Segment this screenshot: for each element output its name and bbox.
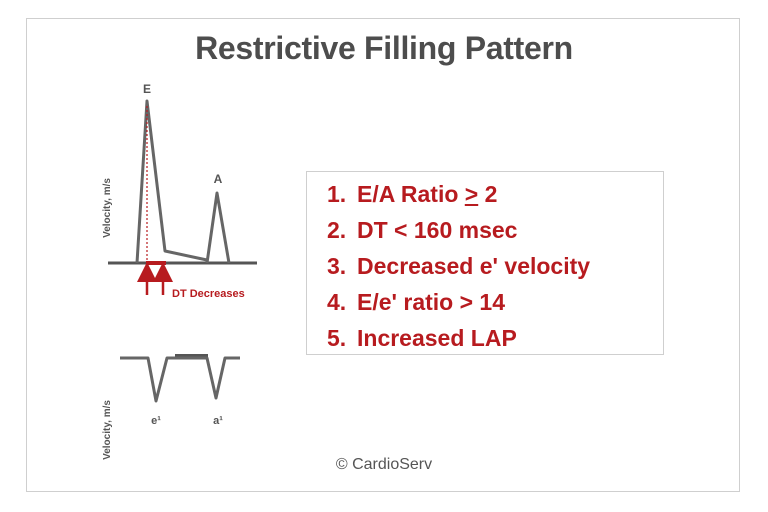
- criteria-number: 4.: [327, 289, 347, 315]
- criteria-item: 1. E/A Ratio > 2: [327, 176, 590, 212]
- criteria-number: 3.: [327, 253, 347, 279]
- tdi-y-axis-label: Velocity, m/s: [102, 400, 113, 460]
- copyright-notice: © CardioServ: [335, 456, 433, 473]
- criteria-text: E/e' ratio > 14: [357, 289, 506, 315]
- criteria-number: 5.: [327, 325, 347, 351]
- criteria-underlined-symbol: >: [464, 181, 479, 207]
- criteria-text: Decreased e' velocity: [357, 253, 591, 279]
- e-prime-label: e¹: [151, 415, 161, 427]
- tissue-doppler-waveform: e¹ a¹ Velocity, m/s: [102, 354, 240, 460]
- inflow-y-axis-label: Velocity, m/s: [102, 178, 113, 238]
- criteria-text: Increased LAP: [357, 325, 517, 351]
- criteria-item: 5. Increased LAP: [327, 320, 590, 356]
- criteria-box: 1. E/A Ratio > 2 2. DT < 160 msec 3. Decrea…: [306, 171, 664, 355]
- criteria-text: DT < 160 msec: [357, 217, 518, 243]
- criteria-item: 3. Decreased e' velocity: [327, 248, 590, 284]
- criteria-text: E/A Ratio: [357, 181, 465, 207]
- a-prime-label: a¹: [213, 415, 223, 427]
- tdi-waveform-line: [120, 356, 240, 403]
- a-peak-label: A: [214, 172, 223, 186]
- page-title: Restrictive Filling Pattern: [195, 30, 573, 66]
- mitral-inflow-waveform: E A DT Decreases Velocity, m/s: [102, 82, 257, 300]
- e-peak-label: E: [143, 82, 151, 96]
- e-wave: [135, 99, 208, 264]
- a-wave: [205, 191, 231, 264]
- criteria-item: 2. DT < 160 msec: [327, 212, 590, 248]
- criteria-number: 1.: [327, 181, 347, 207]
- criteria-list: 1. E/A Ratio > 2 2. DT < 160 msec 3. Decrea…: [327, 176, 590, 356]
- criteria-item: 4. E/e' ratio > 14: [327, 284, 590, 320]
- criteria-text-suffix: 2: [478, 181, 498, 207]
- dt-decreases-label: DT Decreases: [172, 288, 245, 300]
- criteria-number: 2.: [327, 217, 347, 243]
